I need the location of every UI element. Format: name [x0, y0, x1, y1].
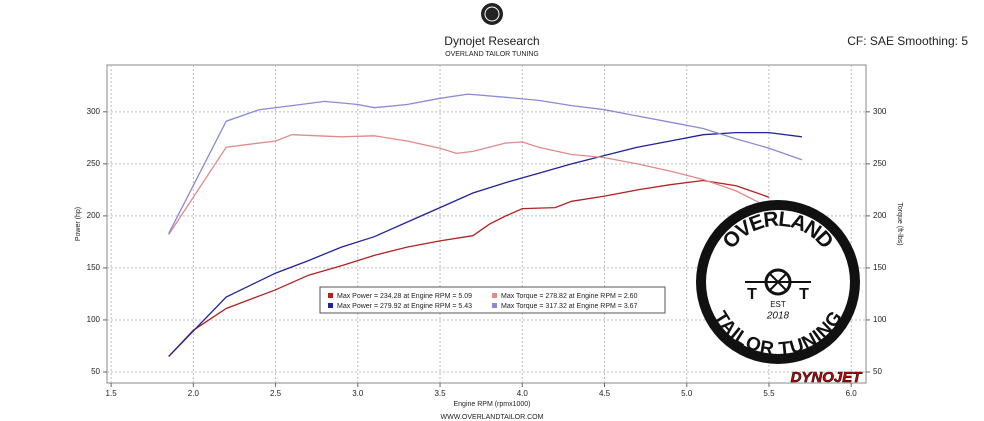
y-tick-label: 250 — [87, 159, 101, 168]
legend-label: Max Power = 279.92 at Engine RPM = 5.43 — [337, 303, 472, 310]
series-line — [168, 93, 803, 234]
legend-label: Max Power = 234.28 at Engine RPM = 5.09 — [337, 293, 472, 300]
y2-tick-label: 300 — [873, 107, 887, 116]
x-tick-label: 1.5 — [106, 389, 118, 398]
y2-axis-label: Torque (ft-lbs) — [896, 202, 903, 245]
x-tick-label: 5.5 — [763, 389, 775, 398]
x-tick-label: 6.0 — [846, 389, 858, 398]
y-tick-label: 100 — [87, 315, 101, 324]
y-axis-label: Power (hp) — [75, 207, 82, 241]
logo: OVERLAND TAILOR TUNING T T EST 2018 DYNO… — [696, 200, 864, 386]
logo-letter: T — [799, 286, 809, 303]
logo-letter: T — [747, 286, 757, 303]
chart-title: Dynojet Research — [444, 34, 539, 48]
series-line — [168, 179, 770, 357]
x-tick-label: 3.5 — [434, 389, 446, 398]
y2-tick-label: 200 — [873, 211, 887, 220]
y2-tick-label: 100 — [873, 315, 887, 324]
logo-year: 2018 — [766, 311, 790, 322]
legend-swatch — [328, 293, 333, 298]
logo-ring — [764, 268, 792, 296]
x-tick-label: 4.0 — [517, 389, 529, 398]
legend-swatch — [492, 303, 497, 308]
plot-frame — [106, 64, 867, 384]
logo-est: EST — [770, 300, 786, 309]
corner-note: CF: SAE Smoothing: 5 — [847, 34, 968, 48]
x-tick-label: 5.0 — [681, 389, 693, 398]
legend-label: Max Torque = 278.82 at Engine RPM = 2.60 — [501, 293, 638, 300]
legend-swatch — [492, 293, 497, 298]
header-emblem — [481, 3, 503, 25]
x-tick-label: 2.0 — [188, 389, 200, 398]
x-tick-label: 3.0 — [352, 389, 364, 398]
y-tick-label: 300 — [87, 107, 101, 116]
y-tick-label: 50 — [91, 367, 100, 376]
brand-mark: DYNOJET — [791, 369, 864, 386]
legend-frame — [319, 286, 666, 314]
header-emblem-ring — [484, 6, 500, 22]
y2-tick-label: 150 — [873, 263, 887, 272]
x-tick-label: 2.5 — [270, 389, 282, 398]
x-axis-label: Engine RPM (rpmx1000) — [453, 401, 530, 408]
y-tick-label: 150 — [87, 263, 101, 272]
logo-cross — [769, 273, 787, 291]
x-tick-label: 4.5 — [599, 389, 611, 398]
y-tick-label: 200 — [87, 211, 101, 220]
y2-tick-label: 50 — [873, 367, 882, 376]
y2-tick-label: 250 — [873, 159, 887, 168]
legend-swatch — [328, 303, 333, 308]
footer: WWW.OVERLANDTAILOR.COM — [441, 414, 544, 421]
series-line — [168, 131, 802, 357]
chart-subtitle: OVERLAND TAILOR TUNING — [445, 51, 539, 58]
legend-label: Max Torque = 317.32 at Engine RPM = 3.67 — [501, 303, 638, 310]
legend: Max Power = 234.28 at Engine RPM = 5.09 M… — [319, 286, 666, 314]
series-line — [168, 134, 770, 235]
